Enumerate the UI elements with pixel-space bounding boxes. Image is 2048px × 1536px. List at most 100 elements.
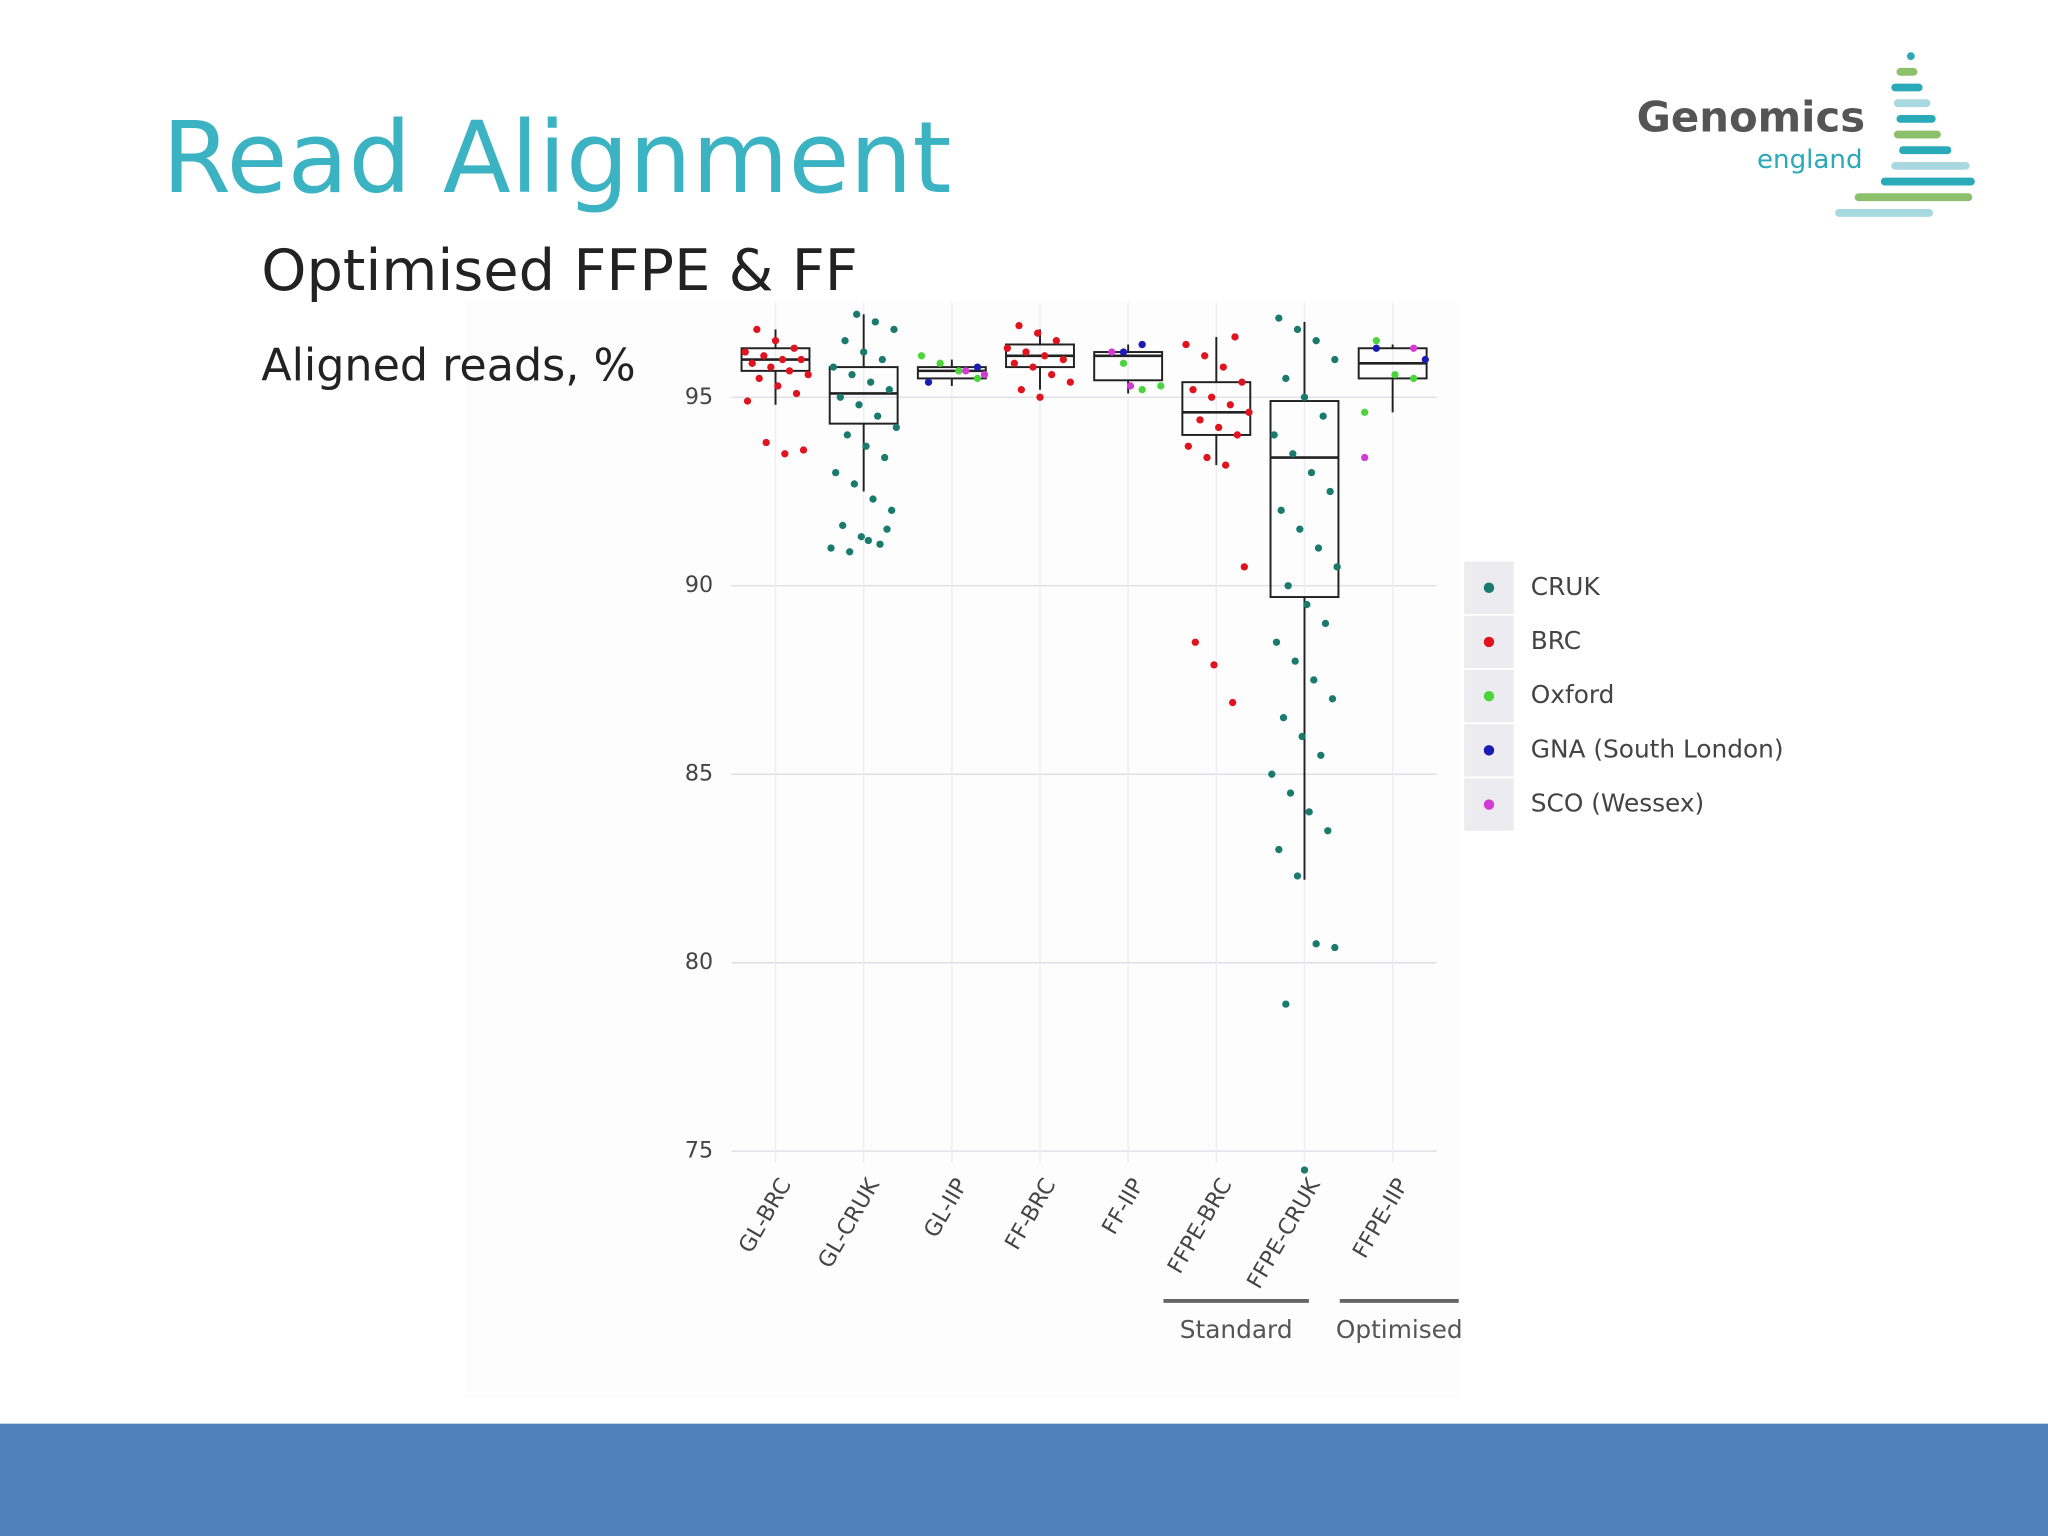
point (846, 548, 854, 556)
point (890, 325, 898, 334)
point (1409, 374, 1418, 383)
point (1182, 340, 1190, 349)
point (1240, 563, 1248, 571)
point (1372, 344, 1380, 352)
point (1317, 751, 1325, 760)
point (1231, 333, 1239, 341)
box (1269, 400, 1340, 599)
point (1421, 355, 1429, 364)
logo-dots (1835, 52, 1975, 217)
point (841, 337, 849, 345)
point (853, 310, 861, 318)
point (839, 521, 847, 530)
point (1331, 943, 1339, 952)
y-tick-label: 95 (685, 384, 713, 410)
point (1108, 348, 1116, 356)
legend-swatch (1483, 582, 1495, 593)
point (1210, 661, 1218, 669)
point (1196, 416, 1204, 424)
legend-swatch (1483, 745, 1495, 756)
point (1277, 506, 1285, 514)
logo: Genomics england (1637, 52, 1975, 217)
point (1282, 374, 1290, 383)
legend-label: GNA (South London) (1531, 734, 1784, 763)
point (883, 525, 891, 533)
point (917, 352, 926, 360)
point (1184, 442, 1192, 450)
point (1270, 431, 1278, 439)
point (753, 325, 761, 334)
point (1034, 329, 1042, 337)
point (1291, 657, 1299, 665)
point (781, 450, 789, 458)
point (1119, 348, 1128, 356)
point (1015, 321, 1023, 330)
point (1409, 344, 1418, 352)
footer-band (0, 1423, 2048, 1536)
point (1059, 355, 1067, 364)
point (1312, 940, 1320, 948)
point (973, 363, 982, 371)
legend-label: BRC (1531, 626, 1581, 655)
logo-sub: england (1757, 145, 1863, 175)
point (1300, 393, 1309, 401)
point (924, 378, 933, 386)
point (874, 412, 882, 420)
point (1289, 450, 1297, 458)
point (1305, 808, 1313, 816)
point (1022, 348, 1030, 356)
point (1203, 453, 1211, 462)
point (850, 480, 859, 488)
point (1245, 408, 1253, 416)
point (1310, 676, 1318, 684)
chart-title: Optimised FFPE & FF (261, 237, 858, 304)
legend-label: CRUK (1531, 572, 1601, 601)
group-label: Optimised (1336, 1315, 1463, 1344)
logo-name: Genomics (1637, 93, 1866, 142)
point (1003, 344, 1012, 352)
point (748, 359, 756, 367)
legend-label: Oxford (1531, 680, 1615, 709)
chart-panel (464, 300, 1458, 1398)
point (760, 352, 768, 360)
y-axis-label: Aligned reads, % (261, 340, 635, 391)
point (876, 540, 884, 548)
point (1279, 713, 1288, 722)
point (869, 495, 877, 503)
point (1321, 619, 1330, 628)
point (1041, 352, 1049, 360)
point (1066, 378, 1074, 386)
point (1238, 378, 1246, 386)
point (1314, 544, 1323, 552)
legend-swatch (1483, 799, 1495, 810)
point (1017, 386, 1025, 394)
box (1093, 351, 1164, 382)
legend-swatch (1483, 636, 1495, 648)
point (878, 355, 886, 364)
point (881, 453, 889, 462)
point (1157, 382, 1165, 390)
point (1361, 453, 1369, 462)
y-tick-label: 75 (685, 1138, 713, 1164)
point (892, 423, 900, 432)
point (1293, 325, 1302, 334)
point (741, 348, 749, 356)
point (836, 393, 845, 401)
point (1208, 393, 1216, 401)
point (1228, 698, 1237, 707)
point (785, 367, 794, 375)
point (1282, 1000, 1290, 1008)
point (1221, 461, 1230, 469)
point (1119, 359, 1128, 367)
point (860, 348, 868, 356)
point (1268, 770, 1276, 778)
point (774, 382, 782, 390)
point (843, 431, 852, 439)
point (792, 389, 801, 398)
point (1286, 789, 1295, 797)
point (867, 378, 875, 386)
point (1303, 600, 1311, 609)
point (804, 370, 812, 379)
point (1284, 582, 1292, 590)
point (1328, 695, 1337, 703)
